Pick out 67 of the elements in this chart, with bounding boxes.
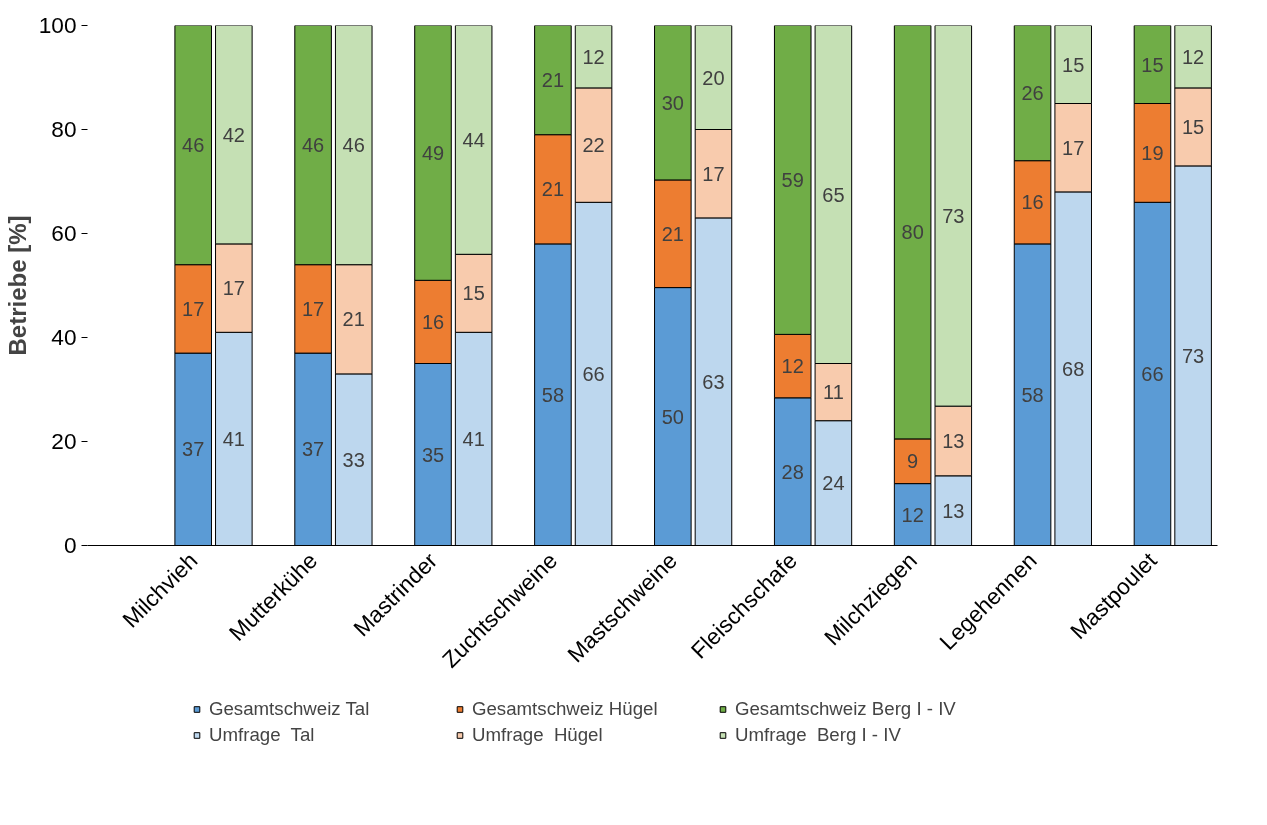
legend-label: Umfrage Berg I - IV	[734, 723, 902, 746]
data-label: 19	[1141, 141, 1164, 164]
data-label: 68	[1062, 357, 1085, 380]
data-label: 63	[702, 370, 725, 393]
data-label: 26	[1021, 82, 1044, 105]
data-label: 15	[1062, 53, 1085, 76]
data-label: 12	[582, 45, 605, 68]
data-label: 15	[1181, 115, 1205, 138]
y-axis-title: Betriebe [%]	[3, 215, 31, 356]
data-label: 46	[301, 134, 325, 157]
data-label: 33	[342, 448, 365, 471]
data-label: 12	[901, 503, 924, 526]
data-label: 17	[222, 277, 245, 300]
data-label: 66	[1141, 362, 1164, 385]
data-label: 46	[182, 134, 205, 157]
legend-label: Gesamtschweiz Hügel	[471, 697, 659, 720]
data-label: 73	[942, 204, 965, 227]
legend-label: Umfrage Hügel	[471, 723, 604, 746]
data-label: 58	[541, 383, 565, 406]
data-label: 49	[421, 141, 445, 164]
data-label: 20	[702, 66, 725, 89]
data-label: 17	[182, 297, 205, 320]
data-label: 22	[582, 134, 605, 157]
data-label: 44	[462, 128, 485, 151]
data-label: 73	[1181, 344, 1205, 367]
data-label: 58	[1021, 383, 1044, 406]
data-label: 28	[781, 460, 804, 483]
y-tick-label: 40	[51, 324, 77, 350]
data-label: 16	[1021, 191, 1044, 214]
data-label: 42	[222, 123, 245, 146]
y-tick-label: 60	[51, 220, 77, 246]
data-label: 66	[582, 362, 605, 385]
data-label: 46	[342, 134, 365, 157]
data-label: 17	[301, 297, 325, 320]
y-tick-label: 80	[51, 116, 77, 142]
legend-label: Gesamtschweiz Berg I - IV	[734, 697, 957, 720]
data-label: 15	[462, 282, 485, 305]
data-label: 12	[1181, 45, 1205, 68]
legend-label: Gesamtschweiz Tal	[208, 697, 371, 720]
legend-label: Umfrage Tal	[208, 723, 316, 746]
data-label: 37	[182, 438, 205, 461]
data-label: 16	[421, 310, 445, 333]
data-label: 21	[342, 308, 365, 331]
data-label: 35	[421, 443, 445, 466]
data-label: 30	[661, 91, 684, 114]
data-label: 24	[822, 472, 845, 495]
data-label: 21	[541, 178, 565, 201]
data-label: 65	[822, 183, 845, 206]
data-label: 41	[222, 427, 245, 450]
data-label: 17	[1062, 136, 1085, 159]
data-label: 13	[942, 499, 965, 522]
data-label: 41	[462, 427, 485, 450]
data-label: 37	[301, 438, 325, 461]
data-label: 12	[781, 355, 804, 378]
data-label: 15	[1141, 53, 1164, 76]
data-label: 80	[901, 221, 924, 244]
y-tick-label: 100	[38, 12, 77, 38]
y-tick-label: 0	[63, 532, 77, 558]
data-label: 50	[661, 405, 684, 428]
y-tick-label: 20	[51, 428, 77, 454]
data-label: 59	[781, 168, 804, 191]
data-label: 11	[823, 381, 844, 404]
data-label: 9	[907, 450, 919, 473]
data-label: 13	[942, 429, 965, 452]
data-label: 21	[661, 222, 684, 245]
data-label: 21	[541, 69, 565, 92]
data-label: 17	[702, 162, 725, 185]
